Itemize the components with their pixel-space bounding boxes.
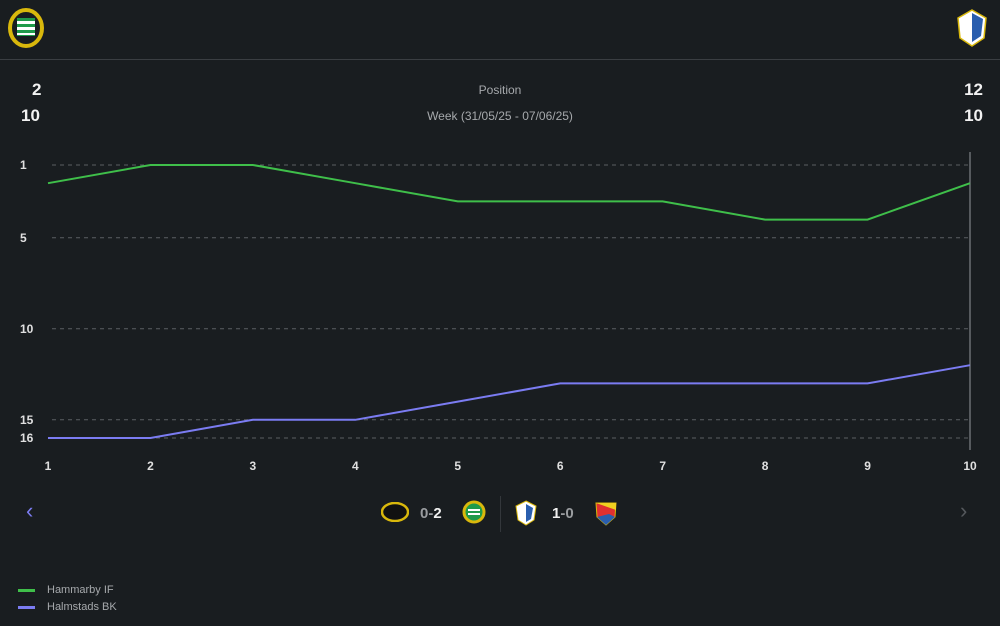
chart-subtitle: Week (31/05/25 - 07/06/25)	[427, 109, 573, 123]
djurgarden-crest-icon	[595, 502, 617, 526]
legend-label: Hammarby IF	[47, 584, 114, 596]
chart-title: Position	[478, 83, 522, 97]
x-tick-label: 9	[864, 459, 871, 473]
series-line-1	[48, 364, 971, 439]
away-position: 12	[964, 80, 983, 99]
x-tick-label: 4	[352, 459, 359, 473]
legend-item-hammarby: Hammarby IF	[18, 584, 114, 596]
y-tick-label: 15	[20, 413, 34, 427]
y-tick-label: 1	[20, 158, 27, 172]
aik-crest-icon	[380, 501, 410, 523]
match-2-score: 1-0	[552, 505, 574, 522]
series-line-0	[47, 164, 971, 221]
x-tick-label: 10	[963, 459, 977, 473]
x-tick-label: 3	[250, 459, 257, 473]
y-tick-label: 10	[20, 322, 34, 336]
x-tick-label: 1	[45, 459, 52, 473]
home-position: 2	[32, 80, 42, 99]
match-divider	[500, 496, 501, 532]
legend-swatch	[18, 588, 35, 592]
match-1[interactable]	[380, 501, 410, 527]
next-week-button[interactable]: ›	[960, 498, 968, 523]
previous-week-button[interactable]: ‹	[26, 498, 34, 523]
x-tick-label: 6	[557, 459, 564, 473]
halmstad-crest-icon	[515, 500, 537, 526]
match-1-score: 0-2	[420, 505, 442, 522]
x-tick-label: 2	[147, 459, 154, 473]
x-tick-label: 7	[659, 459, 666, 473]
y-tick-label: 16	[20, 431, 34, 445]
away-week: 10	[964, 106, 983, 125]
hammarby-crest-icon	[462, 500, 486, 524]
home-week: 10	[21, 106, 40, 125]
hammarby-crest-icon	[8, 8, 44, 48]
header	[0, 0, 1000, 60]
y-tick-label: 5	[20, 231, 27, 245]
legend-item-halmstad: Halmstads BK	[18, 601, 117, 613]
halmstad-crest-icon	[957, 9, 987, 47]
x-tick-label: 8	[762, 459, 769, 473]
legend-swatch	[18, 605, 35, 609]
legend-label: Halmstads BK	[47, 601, 117, 613]
x-tick-label: 5	[454, 459, 461, 473]
